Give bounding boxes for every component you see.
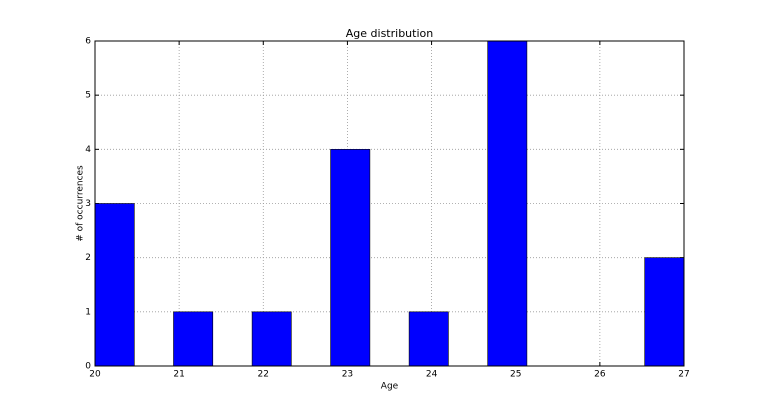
plot-frame	[94, 40, 685, 367]
bar	[94, 203, 135, 367]
x-tick-label: 21	[173, 370, 184, 380]
bar	[330, 149, 371, 367]
x-tick-label: 26	[594, 370, 606, 380]
bar	[408, 311, 449, 367]
y-tick-label: 3	[85, 199, 91, 209]
x-axis-label: Age	[381, 382, 399, 392]
y-tick-label: 4	[85, 145, 91, 155]
bar	[487, 40, 528, 367]
y-axis-label: # of occurrences	[76, 165, 86, 242]
bar	[173, 311, 214, 367]
y-tick-label: 5	[85, 91, 91, 101]
x-tick-label: 20	[89, 370, 101, 380]
x-tick-label: 27	[678, 370, 689, 380]
bar	[251, 311, 292, 367]
x-tick-label: 24	[426, 370, 438, 380]
x-tick-label: 22	[258, 370, 269, 380]
y-tick-label: 0	[85, 362, 91, 372]
x-tick-label: 23	[342, 370, 353, 380]
chart-title: Age distribution	[346, 27, 433, 40]
y-tick-label: 1	[85, 307, 91, 317]
x-tick-label: 25	[510, 370, 521, 380]
bar	[644, 257, 685, 367]
y-tick-label: 2	[85, 253, 91, 263]
y-tick-label: 6	[85, 37, 91, 47]
